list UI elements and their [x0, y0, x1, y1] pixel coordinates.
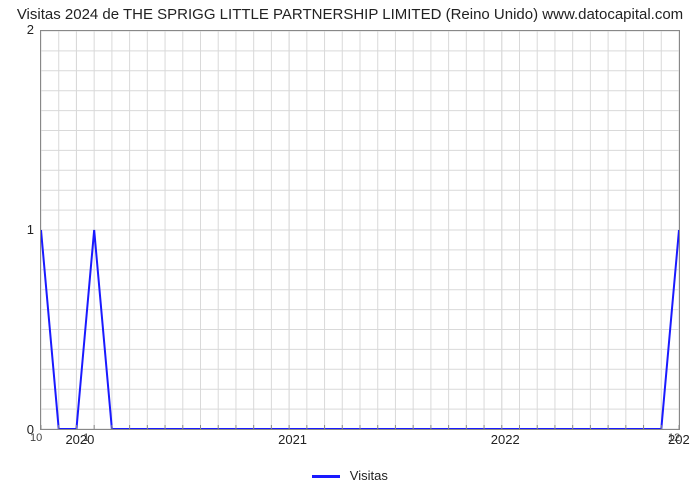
legend: Visitas: [0, 468, 700, 483]
ytick-2: 2: [14, 22, 34, 37]
plot-area: [40, 30, 680, 430]
legend-label: Visitas: [350, 468, 388, 483]
chart-svg: [41, 31, 679, 429]
legend-swatch: [312, 475, 340, 478]
ytick-1: 1: [14, 222, 34, 237]
chart-title: Visitas 2024 de THE SPRIGG LITTLE PARTNE…: [0, 6, 700, 23]
